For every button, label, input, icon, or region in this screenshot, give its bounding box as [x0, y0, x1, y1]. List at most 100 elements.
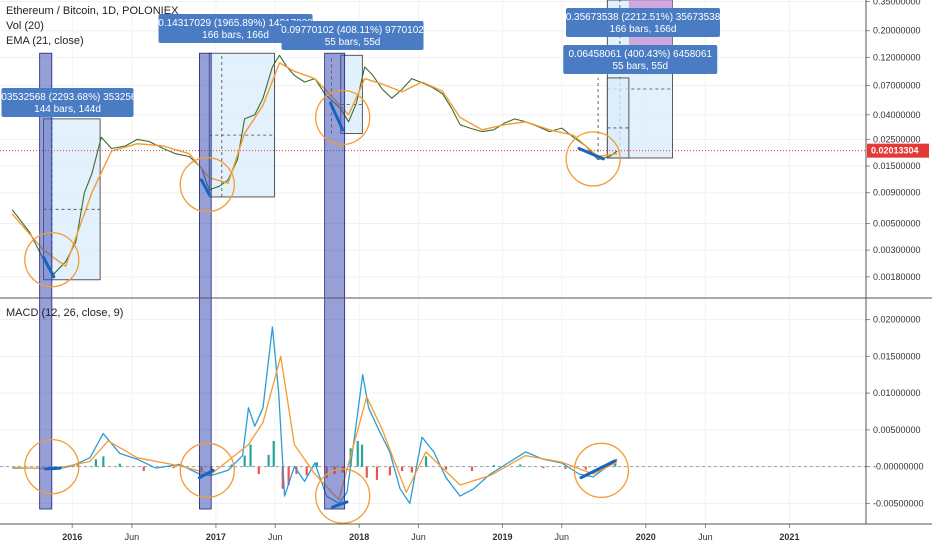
measure-callout: [281, 21, 424, 50]
measure-box: [208, 52, 275, 198]
histogram-bar: [267, 454, 270, 467]
highlight-band: [199, 52, 212, 510]
histogram-bar: [375, 466, 379, 480]
divergence-circle: [573, 442, 630, 498]
measure-callout-duration: 55 bars, 55d: [325, 37, 381, 48]
x-tick-label: Jun: [555, 532, 570, 542]
histogram-bar: [118, 463, 121, 467]
measure-callout: [563, 45, 718, 74]
macd-line: [12, 326, 618, 505]
divergence-circle: [315, 89, 371, 146]
price-tick-label: 0.20000000: [873, 26, 921, 36]
highlight-band: [324, 52, 346, 510]
histogram-bar: [564, 466, 567, 469]
price-tick-label: 0.01500000: [873, 161, 921, 171]
macd-tick-label: -0.00000000: [873, 462, 924, 472]
price-tick-label: 0.00300000: [873, 245, 921, 255]
histogram-bar: [424, 456, 428, 467]
divergence-circle: [179, 442, 235, 498]
macd-tick-label: 0.00500000: [873, 425, 921, 435]
divergence-circle: [24, 232, 80, 288]
divergence-circle: [315, 468, 371, 524]
measure-callout-duration: 144 bars, 144d: [34, 104, 101, 115]
price-tick-label: 0.00500000: [873, 218, 921, 228]
macd-tick-label: -0.00500000: [873, 498, 924, 508]
vol-indicator-label: Vol (20): [6, 20, 44, 32]
x-tick-label: 2020: [636, 532, 656, 542]
histogram-bar: [400, 466, 404, 472]
measure-callout: [566, 8, 721, 37]
macd-grid: [0, 319, 866, 504]
measure-callout: [1, 88, 134, 117]
measure-callout-change: 0.14317029 (1965.89%) 14317029: [158, 18, 313, 29]
price-tick-label: 0.02500000: [873, 134, 921, 144]
histogram-bar: [356, 440, 359, 467]
divergence-circle: [179, 157, 235, 213]
ema-line: [11, 62, 618, 267]
x-tick-label: Jun: [125, 532, 140, 542]
histogram-bar: [76, 463, 79, 467]
price-grid: [0, 0, 866, 524]
histogram-bar: [315, 462, 319, 467]
histogram-bar: [584, 466, 587, 470]
measure-callout-change: 0.09770102 (408.11%) 9770102: [281, 25, 424, 36]
measure-callout: [158, 14, 313, 43]
signal-line: [12, 355, 618, 501]
measure-box: [606, 77, 630, 159]
measure-callout-change: 0.06458061 (400.43%) 6458061: [569, 49, 713, 60]
price-tick-label: 0.04000000: [873, 110, 921, 120]
price-line: [11, 54, 618, 275]
histogram-bar: [172, 466, 175, 469]
current-price-label: 0.02013304: [871, 146, 919, 156]
histogram-bar: [142, 466, 145, 472]
legend-price: Ethereum / Bitcoin, 1D, POLONIEX Vol (20…: [6, 4, 178, 49]
price-tick-label: 0.07000000: [873, 81, 921, 91]
price-tick-label: 0.00180000: [873, 272, 921, 282]
histogram-bar: [257, 466, 260, 474]
current-price-badge: [867, 143, 929, 158]
macd-tick-label: 0.01000000: [873, 388, 921, 398]
price-tick-label: 0.00900000: [873, 188, 921, 198]
x-tick-label: 2019: [492, 532, 512, 542]
measure-callout-duration: 55 bars, 55d: [612, 61, 668, 72]
measure-callout-change: 0.03532568 (2293.68%) 3532568: [0, 92, 142, 103]
measure-callout-duration: 166 bars, 166d: [610, 24, 677, 35]
macd-series: [12, 326, 618, 505]
x-tick-label: 2021: [779, 532, 799, 542]
histogram-bar: [230, 464, 233, 467]
macd-tick-label: 0.02000000: [873, 315, 921, 325]
histogram-bar: [519, 464, 522, 467]
x-tick-label: 2017: [206, 532, 226, 542]
legend-macd: MACD (12, 26, close, 9): [6, 306, 123, 321]
histogram-bar: [492, 465, 496, 467]
x-tick-label: Jun: [698, 532, 713, 542]
x-tick-label: 2018: [349, 532, 369, 542]
annotations: [24, 52, 630, 524]
price-series: [0, 54, 866, 275]
price-tick-label: 0.12000000: [873, 52, 921, 62]
measure-callout-duration: 166 bars, 166d: [202, 30, 269, 41]
divergence-line: [577, 146, 605, 161]
divergence-circle: [565, 131, 621, 187]
macd-tick-label: 0.01500000: [873, 351, 921, 361]
histogram-bar: [102, 456, 105, 467]
histogram-bar: [249, 444, 252, 467]
divergence-line: [199, 178, 211, 197]
divergence-line: [579, 459, 617, 480]
histogram-bar: [365, 466, 368, 478]
x-tick-label: 2016: [62, 532, 82, 542]
histogram-bar: [388, 466, 392, 476]
chart-title: Ethereum / Bitcoin, 1D, POLONIEX: [6, 5, 179, 17]
divergence-line: [331, 500, 349, 509]
histogram-bar: [360, 444, 364, 467]
divergence-circle: [24, 438, 80, 495]
measure-callout-change: 0.35673538 (2212.51%) 35673538: [566, 12, 721, 23]
histogram-bar: [272, 440, 275, 467]
histogram-bar: [305, 466, 308, 476]
histogram-bar: [470, 466, 474, 472]
highlight-band: [39, 52, 53, 510]
histogram-bar: [243, 455, 246, 467]
